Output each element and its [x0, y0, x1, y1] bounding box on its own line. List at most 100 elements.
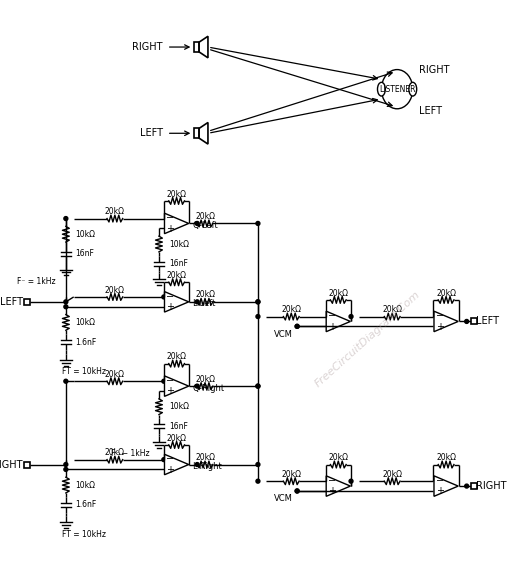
Text: 20kΩ: 20kΩ [382, 470, 402, 479]
Circle shape [64, 463, 68, 466]
Polygon shape [164, 376, 189, 396]
Text: 20kΩ: 20kΩ [328, 453, 348, 462]
Polygon shape [164, 455, 189, 475]
Circle shape [195, 463, 199, 466]
Circle shape [195, 384, 199, 388]
Text: VCM: VCM [274, 330, 293, 339]
Text: F⁻ = 1kHz: F⁻ = 1kHz [17, 277, 56, 286]
Text: F⁻ − 1kHz: F⁻ − 1kHz [110, 449, 149, 458]
Text: 1.6nF: 1.6nF [76, 338, 97, 346]
Circle shape [349, 315, 353, 319]
Text: 20kΩ: 20kΩ [281, 470, 301, 479]
Text: 16nF: 16nF [76, 249, 95, 258]
Circle shape [465, 319, 469, 323]
Circle shape [64, 379, 68, 383]
Circle shape [256, 300, 260, 304]
Polygon shape [199, 122, 208, 144]
Text: 20kΩ: 20kΩ [166, 433, 187, 443]
Circle shape [295, 325, 299, 328]
Text: 20kΩ: 20kΩ [166, 271, 187, 280]
Text: −: − [166, 292, 175, 302]
Circle shape [195, 222, 199, 225]
Text: Q-Right: Q-Right [192, 383, 224, 393]
Circle shape [256, 300, 260, 304]
Text: 16nF: 16nF [169, 259, 188, 268]
Text: 10kΩ: 10kΩ [76, 230, 96, 239]
Text: +: + [436, 486, 444, 496]
Circle shape [295, 325, 299, 328]
Text: 16nF: 16nF [169, 422, 188, 431]
Text: LEFT: LEFT [140, 128, 163, 138]
Circle shape [465, 484, 469, 488]
Text: LEFT: LEFT [418, 106, 442, 116]
Circle shape [256, 384, 260, 388]
Text: −: − [436, 476, 444, 486]
Text: L-Right: L-Right [192, 462, 222, 471]
Text: +: + [328, 486, 336, 496]
Text: +: + [166, 302, 175, 312]
Circle shape [64, 467, 68, 472]
Circle shape [162, 379, 166, 383]
Circle shape [64, 216, 68, 220]
Text: VCM: VCM [274, 495, 293, 503]
Circle shape [256, 222, 260, 225]
Text: +: + [328, 322, 336, 332]
Text: 20kΩ: 20kΩ [166, 189, 187, 199]
Polygon shape [434, 476, 458, 496]
Text: 20kΩ: 20kΩ [105, 286, 125, 295]
Text: 20kΩ: 20kΩ [382, 305, 402, 314]
Circle shape [64, 305, 68, 309]
Text: 20kΩ: 20kΩ [166, 352, 187, 361]
Polygon shape [194, 42, 199, 52]
Text: LISTENER: LISTENER [379, 85, 415, 93]
Text: LEFT: LEFT [476, 316, 499, 326]
Polygon shape [164, 213, 189, 233]
Text: Q-Left: Q-Left [192, 221, 218, 230]
Circle shape [295, 489, 299, 493]
Text: −: − [436, 311, 444, 321]
Polygon shape [164, 292, 189, 312]
Circle shape [256, 463, 260, 466]
Text: 20kΩ: 20kΩ [105, 448, 125, 457]
Ellipse shape [381, 69, 413, 109]
Text: L-Left: L-Left [192, 299, 216, 308]
Circle shape [349, 479, 353, 483]
Circle shape [162, 295, 166, 299]
Polygon shape [199, 36, 208, 58]
Text: −: − [166, 376, 175, 386]
Text: RIGHT: RIGHT [132, 42, 163, 52]
Text: +: + [166, 465, 175, 475]
Circle shape [256, 315, 260, 319]
Text: LEFT: LEFT [0, 297, 23, 307]
Text: RIGHT: RIGHT [0, 459, 23, 470]
Text: 20kΩ: 20kΩ [195, 290, 215, 299]
Text: 1.6nF: 1.6nF [76, 500, 97, 509]
Polygon shape [194, 128, 199, 138]
Circle shape [195, 300, 199, 304]
Text: 10kΩ: 10kΩ [169, 239, 189, 249]
Text: 20kΩ: 20kΩ [195, 453, 215, 462]
Text: 20kΩ: 20kΩ [105, 370, 125, 379]
Text: −: − [166, 455, 175, 465]
Circle shape [256, 384, 260, 388]
Text: 20kΩ: 20kΩ [195, 375, 215, 384]
Circle shape [256, 479, 260, 483]
Text: 20kΩ: 20kΩ [328, 289, 348, 298]
Text: FT = 10kHz: FT = 10kHz [62, 367, 106, 376]
Text: +: + [436, 322, 444, 332]
Text: −: − [328, 476, 336, 486]
Text: −: − [328, 311, 336, 321]
Circle shape [295, 489, 299, 493]
Polygon shape [326, 311, 350, 332]
Text: 10kΩ: 10kΩ [76, 480, 96, 490]
Text: 10kΩ: 10kΩ [169, 402, 189, 411]
Text: 20kΩ: 20kΩ [195, 212, 215, 221]
Text: +: + [166, 223, 175, 233]
Text: 20kΩ: 20kΩ [281, 305, 301, 314]
Polygon shape [326, 476, 350, 496]
Text: FreeCircuitDiagram.Com: FreeCircuitDiagram.Com [313, 289, 422, 389]
Text: 20kΩ: 20kΩ [436, 453, 456, 462]
Text: 20kΩ: 20kΩ [436, 289, 456, 298]
Text: RIGHT: RIGHT [476, 481, 507, 491]
Ellipse shape [378, 82, 385, 96]
